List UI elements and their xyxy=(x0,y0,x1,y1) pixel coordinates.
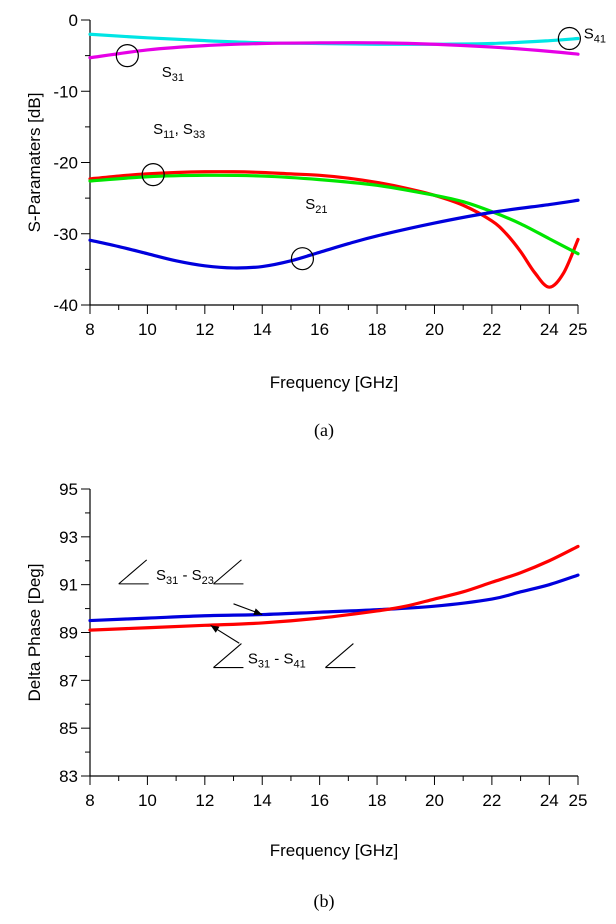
chart-b-angle-symbol-1-b xyxy=(325,643,356,669)
chart-a-y-tick-label: -20 xyxy=(53,154,78,173)
chart-b-x-tick-label: 12 xyxy=(195,791,214,810)
chart-b-angle-symbol-0-a xyxy=(118,559,149,585)
chart-a-marker-circle-0 xyxy=(115,44,139,68)
chart-a-x-tick-label: 16 xyxy=(310,320,329,339)
chart-a-x-tick-label: 22 xyxy=(482,320,501,339)
chart-b-x-tick-label: 18 xyxy=(368,791,387,810)
chart-a-x-tick-label: 14 xyxy=(253,320,272,339)
chart-b-x-tick-label: 16 xyxy=(310,791,329,810)
chart-b-y-tick-label: 89 xyxy=(59,624,78,643)
chart-b-x-tick-label: 22 xyxy=(482,791,501,810)
chart-a-x-tick-label: 10 xyxy=(138,320,157,339)
chart-a-annotation-3: S21 xyxy=(305,196,327,216)
chart-a-marker-circle-3 xyxy=(290,247,315,271)
chart-b-arrow-head-1 xyxy=(210,625,220,633)
chart-a-y-tick-label: -30 xyxy=(53,225,78,244)
chart-a-annotation-0: S31 xyxy=(162,64,184,84)
chart-a-series-line-2 xyxy=(88,170,580,289)
chart-b-series-line-1 xyxy=(88,544,580,632)
chart-b-caption: (b) xyxy=(314,891,335,912)
chart-b-y-tick-label: 83 xyxy=(59,767,78,786)
chart-a-x-tick-label: 20 xyxy=(425,320,444,339)
chart-a-y-tick-label: -10 xyxy=(53,82,78,101)
chart-a-x-tick-label: 24 xyxy=(540,320,559,339)
chart-a-series-line-3 xyxy=(88,173,580,256)
chart-a-y-tick-label: 0 xyxy=(69,11,78,30)
chart-a-series-line-4 xyxy=(88,198,580,270)
chart-a-x-tick-label: 25 xyxy=(569,320,588,339)
chart-a-y-tick-label: -40 xyxy=(53,296,78,315)
chart-b-y-tick-label: 91 xyxy=(59,576,78,595)
chart-a-y-axis-title: S-Paramaters [dB] xyxy=(25,93,44,233)
chart-b-x-tick-label: 8 xyxy=(85,791,94,810)
chart-a-marker-circle-1 xyxy=(557,26,581,51)
chart-b-x-tick-label: 20 xyxy=(425,791,444,810)
chart-b-y-tick-label: 95 xyxy=(59,480,78,499)
chart-b-x-axis-title: Frequency [GHz] xyxy=(270,841,399,860)
chart-a-x-tick-label: 8 xyxy=(85,320,94,339)
chart-a-x-tick-label: 12 xyxy=(195,320,214,339)
chart-a-x-axis-title: Frequency [GHz] xyxy=(270,373,399,392)
chart-b-delta-phase: 8 10 12 14 16 18 20 22 24 25 95 93 91 89 87 85 83 Frequen… xyxy=(25,480,588,912)
chart-a-x-tick-label: 18 xyxy=(368,320,387,339)
chart-b-y-axis-title: Delta Phase [Deg] xyxy=(25,564,44,702)
chart-b-x-tick-label: 14 xyxy=(253,791,272,810)
chart-a-caption: (a) xyxy=(314,420,334,441)
chart-b-x-tick-label: 25 xyxy=(569,791,588,810)
chart-b-angle-symbol-0-b xyxy=(213,559,244,585)
chart-b-angle-symbol-1-a xyxy=(213,643,244,669)
chart-a-annotation-1: S41 xyxy=(584,26,606,46)
chart-b-annotation-0: S31 - S23 xyxy=(156,567,214,587)
chart-b-y-tick-label: 87 xyxy=(59,671,78,690)
chart-a-marker-circle-2 xyxy=(141,163,165,187)
chart-b-y-tick-label: 85 xyxy=(59,719,78,738)
chart-a-series-line-1 xyxy=(88,41,580,60)
chart-a-annotation-2: S11, S33 xyxy=(153,121,205,141)
chart-b-annotation-1: S31 - S41 xyxy=(248,651,306,671)
chart-a-s-parameters: 8 10 12 14 16 18 20 22 24 25 0 -10 -20 -30 -40 Frequenc… xyxy=(25,11,606,441)
chart-b-x-tick-label: 10 xyxy=(138,791,157,810)
chart-b-x-tick-label: 24 xyxy=(540,791,559,810)
chart-b-arrow-head-0 xyxy=(253,608,263,615)
chart-b-y-tick-label: 93 xyxy=(59,528,78,547)
